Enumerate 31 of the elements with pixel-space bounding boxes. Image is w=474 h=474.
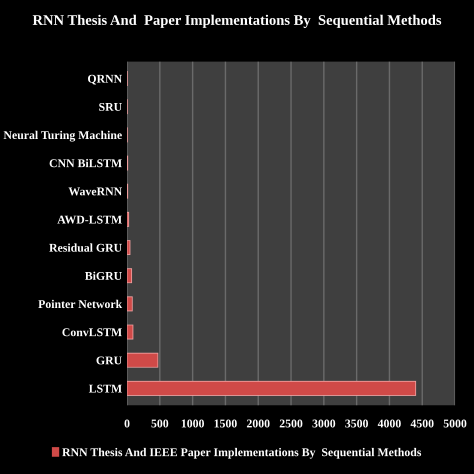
bar [127, 240, 130, 255]
bar [127, 352, 158, 368]
y-tick-label: ConvLSTM [62, 328, 122, 336]
x-tick-label: 500 [151, 420, 168, 428]
x-tick-label: 5000 [444, 420, 466, 428]
x-tick-label: 1000 [182, 420, 204, 428]
bar [127, 380, 416, 396]
y-tick-label: LSTM [88, 384, 122, 393]
x-tick-label: 3500 [345, 420, 368, 428]
x-tick-label: 4000 [378, 420, 401, 428]
y-tick-label: WaveRNN [68, 188, 122, 196]
x-tick-label: 3000 [312, 420, 336, 428]
y-tick-label: Residual GRU [49, 243, 122, 252]
y-tick-label: Neural Turing Machine [4, 130, 122, 142]
legend-label: RNN Thesis And IEEE Paper Implementations By Sequential Methods [62, 448, 422, 459]
y-tick-label: AWD-LSTM [57, 216, 122, 224]
y-tick-label: CNN BiLSTM [50, 158, 122, 168]
bar [127, 324, 134, 340]
y-tick-label: QRNN [88, 74, 122, 85]
bar [127, 296, 133, 312]
x-tick-label: 1500 [214, 420, 237, 428]
x-tick-label: 2000 [246, 420, 270, 428]
chart-title: RNN Thesis And Paper Implementations By Sequential Methods [32, 14, 442, 28]
bar [127, 268, 132, 284]
x-tick-label: 0 [124, 420, 130, 428]
y-tick-label: SRU [99, 102, 122, 111]
y-tick-label: BiGRU [84, 272, 122, 280]
y-tick-label: Pointer Network [38, 300, 122, 308]
y-tick-label: GRU [96, 356, 122, 364]
x-tick-label: 2500 [280, 420, 302, 428]
x-tick-label: 4500 [410, 420, 434, 428]
